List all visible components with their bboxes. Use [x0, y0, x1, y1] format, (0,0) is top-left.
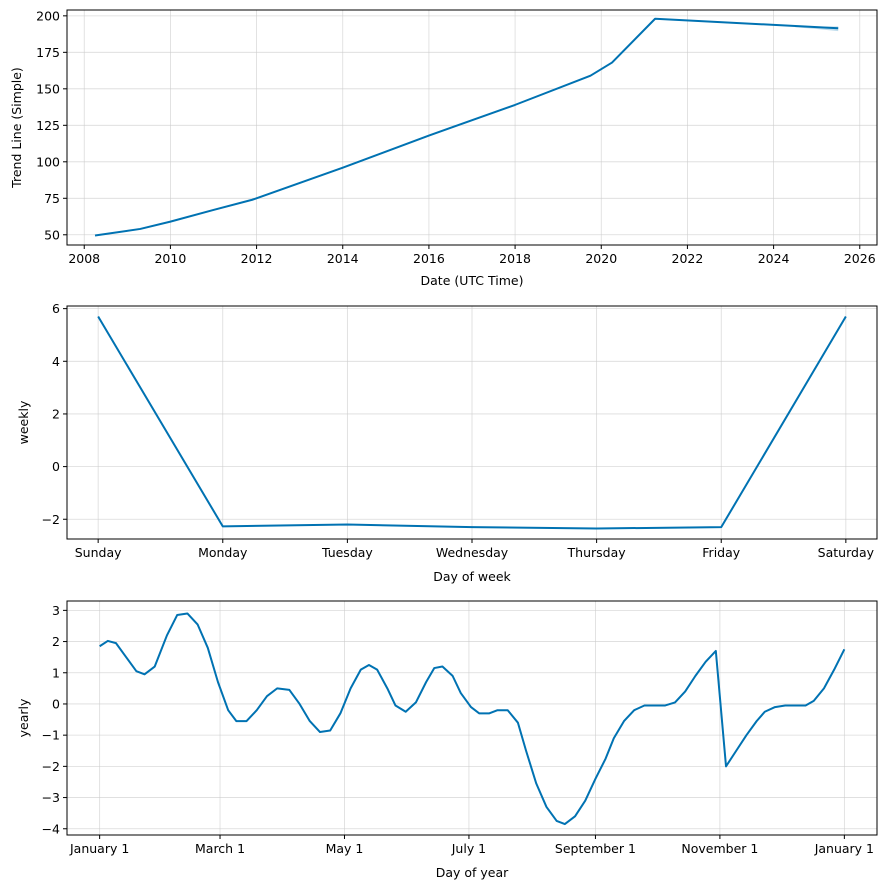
yearly-x-tick-label: January 1 [69, 841, 129, 856]
weekly-x-tick-label: Saturday [818, 545, 875, 560]
weekly-x-axis-label: Day of week [433, 569, 511, 584]
trend-y-tick-label: 175 [36, 45, 60, 60]
yearly-y-tick-label: 0 [52, 696, 60, 711]
trend-series-line [94, 17, 839, 237]
trend-y-tick-label: 150 [36, 81, 60, 96]
yearly-y-tick-label: −1 [42, 728, 60, 743]
yearly-x-tick-label: September 1 [555, 841, 636, 856]
weekly-x-tick-label: Sunday [75, 545, 122, 560]
trend-x-axis-label: Date (UTC Time) [421, 273, 524, 288]
trend-y-tick-label: 200 [36, 8, 60, 23]
weekly-y-tick-label: −2 [42, 512, 60, 527]
yearly-y-tick-label: 2 [52, 634, 60, 649]
yearly-x-tick-label: March 1 [195, 841, 245, 856]
yearly-x-tick-label: May 1 [326, 841, 364, 856]
yearly-axes-frame [66, 600, 878, 836]
yearly-y-tick-label: −2 [42, 759, 60, 774]
weekly-y-tick-label: 2 [52, 406, 60, 421]
trend-x-tick-label: 2024 [758, 251, 790, 266]
trend-y-tick-label: 125 [36, 118, 60, 133]
yearly-y-tick-label: 3 [52, 603, 60, 618]
weekly-y-axis-label: weekly [16, 400, 31, 444]
weekly-y-tick-label: 4 [52, 354, 60, 369]
trend-y-tick-label: 100 [36, 154, 60, 169]
weekly-x-tick-label: Tuesday [321, 545, 373, 560]
weekly-x-tick-label: Friday [702, 545, 740, 560]
trend-x-tick-label: 2020 [585, 251, 617, 266]
trend-panel: 2008 2010 2012 2014 2016 2018 2020 2022 2024 2026… [9, 8, 878, 288]
weekly-x-tick-label: Wednesday [436, 545, 509, 560]
weekly-x-tick-label: Thursday [567, 545, 627, 560]
yearly-x-axis-label: Day of year [436, 865, 509, 880]
yearly-y-tick-label: −3 [42, 790, 60, 805]
yearly-x-tick-label: July 1 [451, 841, 486, 856]
trend-x-tick-label: 2016 [413, 251, 445, 266]
yearly-y-tick-label: 1 [52, 665, 60, 680]
trend-x-tick-label: 2026 [844, 251, 876, 266]
weekly-panel: Sunday Monday Tuesday Wednesday Thursday Frid… [16, 301, 878, 584]
weekly-x-tick-label: Monday [198, 545, 248, 560]
trend-y-tick-label: 50 [44, 227, 60, 242]
trend-x-tick-label: 2022 [672, 251, 704, 266]
trend-axes-frame [66, 9, 878, 246]
trend-x-tick-label: 2018 [499, 251, 531, 266]
yearly-x-tick-label: November 1 [681, 841, 758, 856]
weekly-y-tick-label: 0 [52, 459, 60, 474]
trend-x-tick-label: 2014 [327, 251, 359, 266]
trend-x-tick-label: 2010 [154, 251, 186, 266]
yearly-y-axis-label: yearly [16, 698, 31, 737]
trend-x-tick-label: 2008 [68, 251, 100, 266]
trend-x-tick-label: 2012 [241, 251, 273, 266]
trend-y-axis-label: Trend Line (Simple) [9, 67, 24, 189]
yearly-panel: January 1 March 1 May 1 July 1 September 1 No… [16, 600, 878, 880]
trend-y-tick-label: 75 [44, 191, 60, 206]
yearly-x-tick-label: January 1 [814, 841, 874, 856]
weekly-y-tick-label: 6 [52, 301, 60, 316]
yearly-y-tick-label: −4 [42, 821, 60, 836]
yearly-series-line [99, 612, 846, 826]
weekly-series-line [97, 316, 847, 530]
